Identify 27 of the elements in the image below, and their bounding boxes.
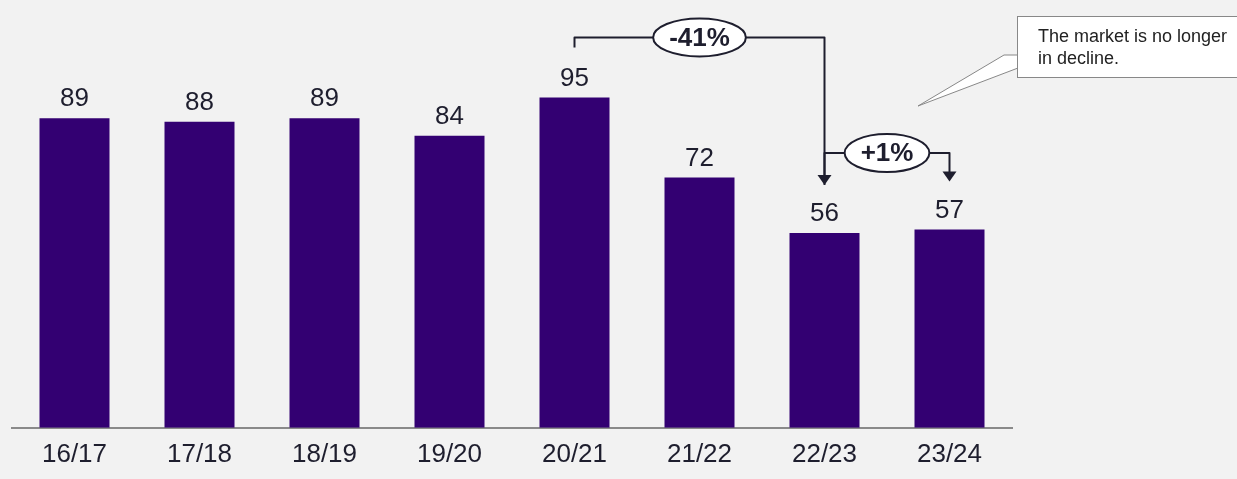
- bar: [664, 177, 735, 428]
- data-label: 57: [935, 193, 964, 224]
- data-label: 88: [185, 85, 214, 116]
- data-label: 84: [435, 99, 464, 130]
- bar: [789, 233, 860, 428]
- x-tick-label: 16/17: [41, 437, 108, 468]
- data-label: 72: [685, 141, 714, 172]
- x-tick-label: 21/22: [666, 437, 733, 468]
- bar: [39, 118, 110, 428]
- bar: [539, 97, 610, 428]
- text: -41%: [669, 21, 730, 52]
- bar: [914, 229, 985, 428]
- x-tick-label: 20/21: [541, 437, 608, 468]
- speech-bubble: The market is no longer in decline.: [1017, 16, 1237, 78]
- data-label: 89: [60, 82, 89, 113]
- data-label: 89: [310, 82, 339, 113]
- bar: [289, 118, 360, 428]
- annotation: +1%: [860, 137, 914, 168]
- x-tick-label: 23/24: [916, 437, 983, 468]
- x-tick-label: 17/18: [166, 437, 233, 468]
- bar: [414, 135, 485, 428]
- x-tick-label: 18/19: [291, 437, 358, 468]
- bar: [164, 121, 235, 428]
- x-tick-label: 22/23: [791, 437, 858, 468]
- data-label: 95: [560, 61, 589, 92]
- x-tick-label: 19/20: [416, 437, 483, 468]
- data-label: 56: [810, 197, 839, 228]
